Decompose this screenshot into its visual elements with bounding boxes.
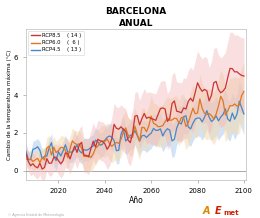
Text: © Agencia Estatal de Meteorología: © Agencia Estatal de Meteorología (8, 213, 64, 217)
X-axis label: Año: Año (129, 196, 144, 204)
Y-axis label: Cambio de la temperatura máxima (°C): Cambio de la temperatura máxima (°C) (7, 49, 12, 160)
Text: E: E (214, 206, 221, 216)
Legend: RCP8.5    ( 14 ), RCP6.0    (  6 ), RCP4.5    ( 13 ): RCP8.5 ( 14 ), RCP6.0 ( 6 ), RCP4.5 ( 13… (28, 31, 84, 55)
Text: A: A (203, 206, 210, 216)
Title: BARCELONA
ANUAL: BARCELONA ANUAL (106, 7, 167, 28)
Text: met: met (224, 210, 239, 216)
